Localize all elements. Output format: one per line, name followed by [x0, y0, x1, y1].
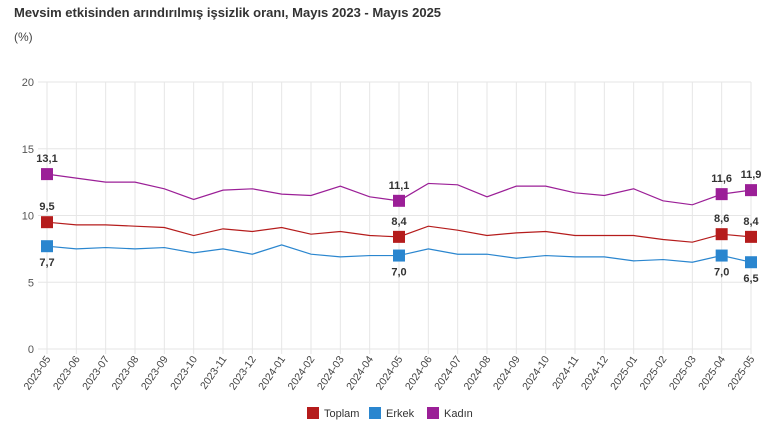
y-tick-label: 20 [22, 77, 34, 89]
legend-label: Erkek [386, 408, 415, 420]
y-tick-label: 5 [28, 277, 34, 289]
data-label: 7,0 [714, 267, 729, 279]
x-tick-label: 2025-03 [667, 354, 699, 393]
x-tick-label: 2024-08 [462, 354, 494, 393]
data-label: 7,7 [39, 257, 54, 269]
y-tick-label: 0 [28, 344, 34, 356]
data-marker [715, 228, 728, 241]
data-marker [393, 194, 405, 207]
data-marker [745, 184, 757, 197]
data-label: 11,9 [741, 169, 762, 181]
x-tick-label: 2025-02 [638, 354, 670, 393]
x-tick-label: 2023-11 [198, 354, 230, 392]
x-tick-label: 2023-12 [227, 354, 259, 393]
y-tick-label: 10 [22, 211, 34, 223]
data-marker [745, 230, 757, 243]
x-tick-label: 2023-09 [139, 354, 171, 393]
x-tick-label: 2025-05 [726, 354, 758, 393]
data-label: 13,1 [36, 153, 57, 165]
x-tick-label: 2025-01 [608, 354, 640, 393]
data-label: 11,6 [711, 173, 732, 185]
x-tick-label: 2023-05 [22, 354, 54, 393]
x-tick-label: 2024-11 [550, 354, 582, 392]
data-label: 8,4 [391, 216, 407, 228]
x-tick-label: 2023-10 [168, 354, 200, 393]
data-label: 7,0 [391, 267, 406, 279]
data-marker [393, 230, 405, 243]
x-tick-label: 2024-05 [374, 354, 406, 393]
data-label: 8,4 [743, 216, 759, 228]
x-tick-label: 2024-10 [520, 354, 552, 393]
x-tick-label: 2024-03 [315, 354, 347, 393]
x-tick-label: 2024-02 [286, 354, 318, 393]
data-label: 8,6 [714, 213, 729, 225]
y-axis-unit: (%) [14, 30, 33, 44]
x-tick-label: 2024-04 [344, 354, 376, 393]
x-tick-label: 2023-06 [51, 354, 83, 393]
data-marker [41, 216, 53, 229]
data-marker [41, 240, 53, 253]
legend-swatch-toplam [307, 407, 319, 419]
x-tick-label: 2024-12 [579, 354, 611, 393]
x-tick-label: 2024-01 [256, 354, 288, 393]
chart-title: Mevsim etkisinden arındırılmış işsizlik … [14, 5, 442, 20]
data-marker [393, 249, 405, 262]
data-marker [715, 188, 728, 201]
legend-label: Kadın [444, 408, 473, 420]
x-tick-label: 2024-07 [432, 354, 464, 393]
x-tick-label: 2024-06 [403, 354, 435, 393]
data-label: 9,5 [39, 201, 54, 213]
x-tick-label: 2025-04 [696, 354, 728, 393]
data-marker [41, 168, 53, 181]
legend-swatch-erkek [369, 407, 381, 419]
y-tick-label: 15 [22, 144, 34, 156]
data-label: 6,5 [743, 273, 758, 285]
x-tick-label: 2023-08 [110, 354, 142, 393]
legend-label: Toplam [324, 408, 359, 420]
data-label: 11,1 [389, 180, 410, 192]
data-marker [745, 256, 757, 269]
data-marker [715, 249, 728, 262]
x-tick-label: 2024-09 [491, 354, 523, 393]
x-tick-label: 2023-07 [80, 354, 112, 393]
legend-swatch-kadın [427, 407, 439, 419]
